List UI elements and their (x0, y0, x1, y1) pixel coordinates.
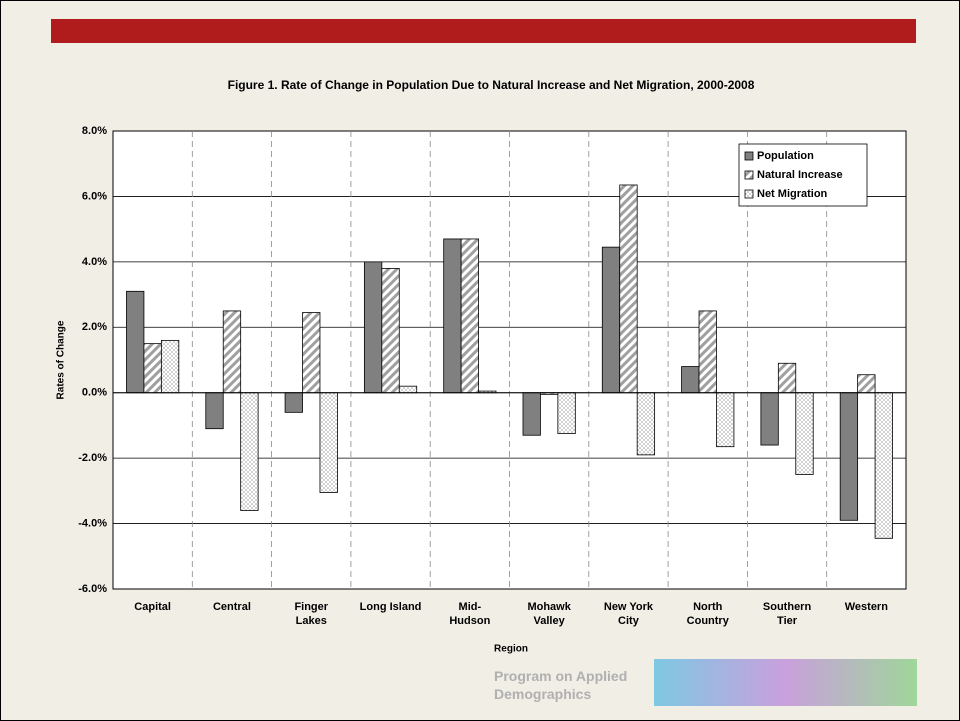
x-tick-label: North Country (686, 601, 729, 627)
y-axis-label: Rates of Change (56, 320, 67, 399)
y-tick-label: -2.0% (78, 452, 107, 464)
bar (381, 267, 400, 394)
legend-swatch (744, 151, 754, 161)
bar (143, 343, 162, 394)
bar (205, 392, 224, 430)
x-tick-label: Western (844, 601, 888, 613)
bar (522, 392, 541, 436)
y-tick-label: 4.0% (82, 256, 107, 268)
bar (698, 310, 717, 394)
bar (160, 339, 180, 394)
bar (681, 366, 700, 394)
x-tick-label: Mid-Hudson (449, 601, 491, 627)
bar (601, 246, 621, 394)
y-tick-label: 2.0% (82, 321, 107, 333)
bar (126, 290, 145, 394)
x-tick-label: Long Island (359, 601, 422, 613)
footer-text: Program on Applied Demographics (494, 668, 628, 702)
bar (222, 310, 242, 394)
bar (874, 392, 893, 539)
legend-swatch (744, 189, 754, 199)
bar (240, 392, 259, 511)
header-band (51, 19, 916, 43)
bar (363, 261, 383, 394)
bar (795, 392, 814, 475)
bar (302, 312, 321, 394)
x-tick-label: Southern Tier (762, 601, 812, 627)
bar (557, 392, 576, 435)
bar (443, 238, 462, 394)
bar (777, 362, 797, 394)
bar (319, 392, 338, 493)
chart-title: Figure 1. Rate of Change in Population D… (228, 78, 755, 92)
legend-label: Population (757, 150, 814, 162)
legend-label: Net Migration (757, 188, 828, 200)
bar (460, 238, 479, 394)
x-tick-label: Capital (134, 601, 171, 613)
legend-label: Natural Increase (757, 169, 843, 181)
x-tick-label: New York City (603, 601, 653, 627)
bar (398, 385, 418, 394)
legend-box (738, 143, 868, 207)
y-tick-label: 6.0% (82, 190, 107, 202)
y-tick-label: -4.0% (78, 517, 107, 529)
x-axis-label: Region (494, 644, 528, 655)
x-tick-label: Finger Lakes (294, 601, 329, 627)
bar (284, 392, 303, 413)
bar (636, 392, 656, 456)
bar (716, 392, 735, 448)
x-tick-label: Central (212, 601, 251, 613)
bar (619, 184, 638, 394)
bar (839, 392, 859, 521)
y-tick-label: 8.0% (82, 125, 107, 137)
legend-swatch (744, 170, 754, 180)
bar (857, 374, 876, 394)
bar (760, 392, 779, 446)
y-tick-label: 0.0% (82, 387, 107, 399)
people-image (654, 659, 917, 706)
y-tick-label: -6.0% (78, 583, 107, 595)
x-tick-label: Mohawk Valley (527, 601, 571, 627)
